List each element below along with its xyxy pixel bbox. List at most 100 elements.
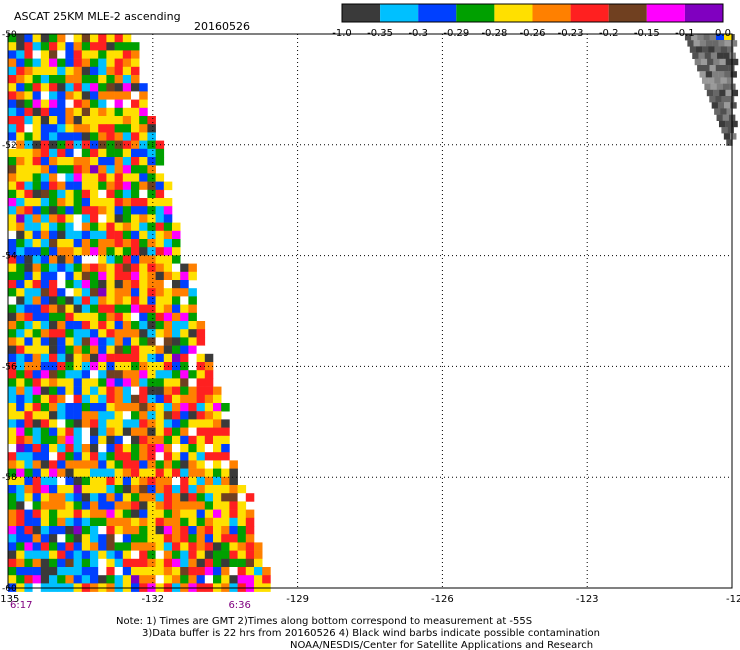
data-cell <box>49 58 58 68</box>
data-cell <box>131 435 140 445</box>
data-cell <box>73 370 83 379</box>
data-cell <box>73 386 83 396</box>
data-cell <box>90 148 99 158</box>
data-cell <box>49 378 58 387</box>
data-cell <box>131 460 140 469</box>
data-cell <box>40 198 50 207</box>
data-cell <box>254 575 263 584</box>
data-cell <box>229 485 238 494</box>
data-cell <box>40 50 50 59</box>
data-cell <box>147 321 156 330</box>
data-cell <box>204 468 214 478</box>
data-cell <box>204 526 214 535</box>
data-cell <box>172 460 181 469</box>
data-cell <box>24 222 33 232</box>
data-cell <box>155 427 165 437</box>
data-cell <box>49 485 58 494</box>
data-cell <box>245 558 255 568</box>
data-cell <box>106 288 115 297</box>
data-cell <box>172 567 181 576</box>
data-cell <box>139 288 148 297</box>
data-cell <box>139 575 148 584</box>
data-cell <box>196 485 206 494</box>
data-cell <box>163 419 173 428</box>
data-cell <box>114 526 124 535</box>
data-cell <box>213 567 222 576</box>
data-cell <box>32 214 42 223</box>
data-cell <box>155 288 165 297</box>
data-cell <box>8 304 17 314</box>
data-cell <box>90 198 99 207</box>
data-cell <box>65 362 74 371</box>
data-cell <box>188 493 197 502</box>
data-cell <box>139 304 148 314</box>
data-cell <box>73 550 83 560</box>
data-cell <box>122 58 132 68</box>
data-cell <box>73 444 83 453</box>
data-cell <box>237 509 247 519</box>
data-cell <box>163 214 173 223</box>
data-cell <box>172 222 181 232</box>
data-cell <box>114 165 124 174</box>
data-cell <box>163 476 173 486</box>
data-cell <box>114 214 124 223</box>
data-cell <box>90 329 99 338</box>
data-cell <box>90 517 99 527</box>
data-cell <box>57 550 66 560</box>
data-cell <box>90 460 99 469</box>
data-cell <box>139 394 148 404</box>
data-cell <box>163 411 173 420</box>
data-cell <box>147 419 156 428</box>
data-cell <box>180 501 189 510</box>
data-cell <box>65 271 74 281</box>
data-cell <box>163 271 173 281</box>
data-cell <box>172 345 181 355</box>
data-cell <box>131 124 140 133</box>
data-cell <box>90 157 99 166</box>
data-cell <box>155 403 165 412</box>
data-cell <box>90 411 99 420</box>
data-cell <box>65 66 74 76</box>
data-cell <box>65 255 74 264</box>
x-tick-label: -135 <box>0 594 19 605</box>
data-cell <box>147 173 156 182</box>
data-cell <box>32 296 42 305</box>
data-cell <box>8 83 17 92</box>
data-cell <box>122 575 132 584</box>
data-cell <box>49 542 58 551</box>
data-cell <box>131 280 140 289</box>
data-cell <box>81 206 91 215</box>
data-cell <box>32 34 42 43</box>
data-cell <box>188 558 197 568</box>
data-cell <box>139 378 148 387</box>
data-cell <box>49 370 58 379</box>
data-cell <box>147 403 156 412</box>
data-cell <box>57 476 66 486</box>
data-cell <box>73 468 83 478</box>
data-cell <box>40 116 50 125</box>
data-cell <box>147 140 156 150</box>
data-cell <box>57 485 66 494</box>
data-cell <box>122 337 132 346</box>
data-cell <box>73 567 83 576</box>
data-cell <box>32 107 42 117</box>
data-cell <box>16 321 25 330</box>
data-cell <box>8 247 17 256</box>
data-cell <box>40 501 50 510</box>
data-cell <box>65 288 74 297</box>
data-cell <box>155 353 165 363</box>
data-cell <box>81 124 91 133</box>
data-cell <box>81 501 91 510</box>
data-cell <box>73 329 83 338</box>
data-cell <box>98 493 107 502</box>
data-cell <box>131 222 140 232</box>
data-cell <box>24 91 33 100</box>
data-cell <box>196 394 206 404</box>
data-cell <box>32 271 42 281</box>
data-cell <box>49 66 58 76</box>
data-cell <box>32 263 42 273</box>
data-cell <box>98 476 107 486</box>
data-cell <box>221 427 230 437</box>
data-cell <box>106 493 115 502</box>
data-cell <box>40 42 50 51</box>
